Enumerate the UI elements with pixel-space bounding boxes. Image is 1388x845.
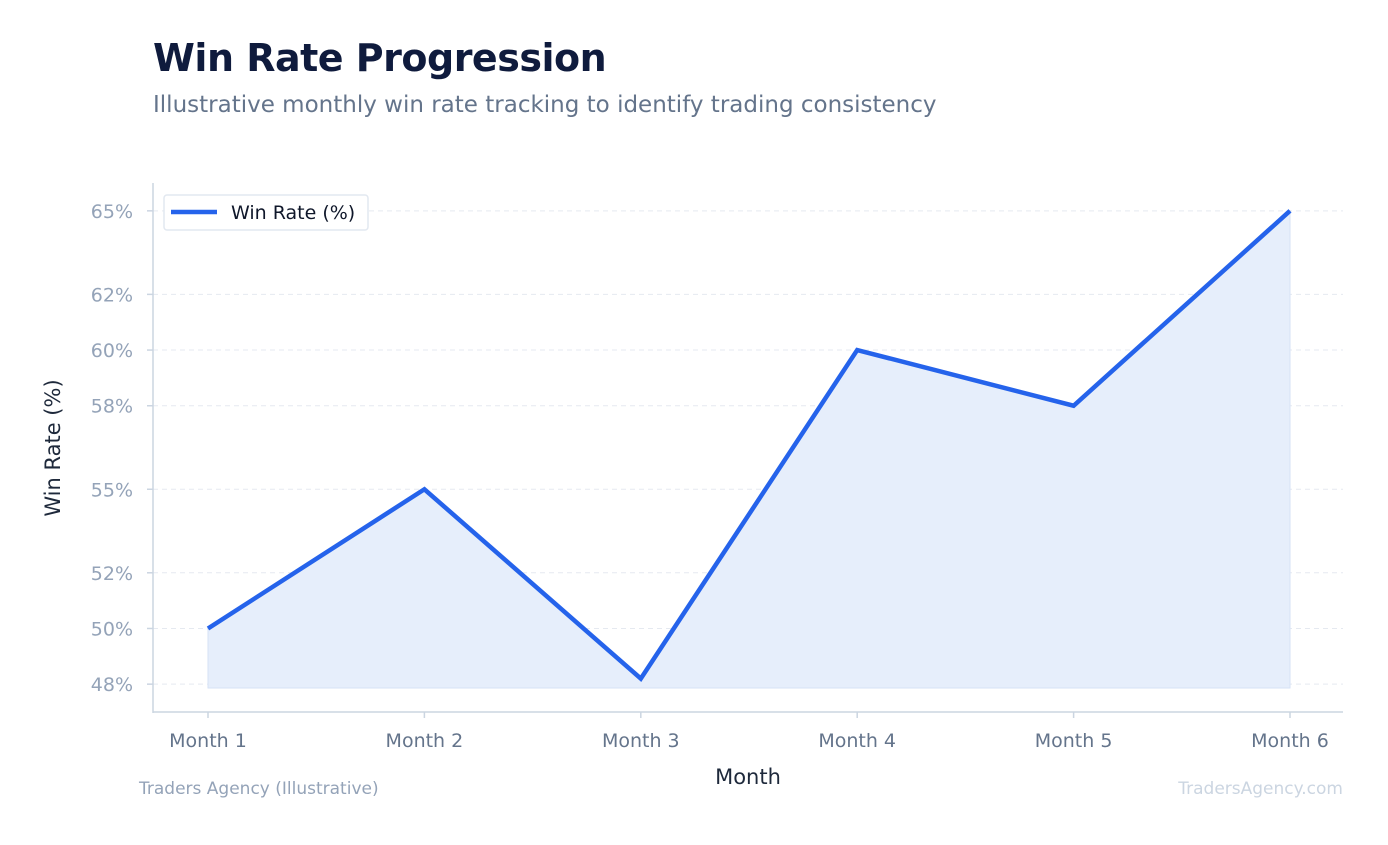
footer-watermark: TradersAgency.com bbox=[1178, 779, 1343, 799]
x-tick-label: Month 5 bbox=[1035, 730, 1113, 752]
footer-source: Traders Agency (Illustrative) bbox=[139, 779, 379, 799]
x-axis-label: Month bbox=[715, 765, 781, 789]
series-area bbox=[207, 209, 1291, 689]
chart-subtitle: Illustrative monthly win rate tracking t… bbox=[153, 92, 937, 118]
y-tick-label: 58% bbox=[91, 396, 133, 418]
x-tick-label: Month 3 bbox=[602, 730, 680, 752]
y-tick-label: 50% bbox=[91, 618, 133, 640]
legend: Win Rate (%) bbox=[163, 194, 369, 231]
y-tick-label: 60% bbox=[91, 340, 133, 362]
y-tick-label: 48% bbox=[91, 674, 133, 696]
y-tick-label: 52% bbox=[91, 563, 133, 585]
legend-box bbox=[163, 194, 369, 231]
x-tick-label: Month 4 bbox=[818, 730, 896, 752]
y-axis-label: Win Rate (%) bbox=[41, 379, 65, 516]
x-tick-label: Month 1 bbox=[169, 730, 247, 752]
chart-title: Win Rate Progression bbox=[153, 36, 607, 80]
x-tick-labels: Month 1 Month 2 Month 3 Month 4 Month 5 Month… bbox=[169, 712, 1329, 752]
y-tick-label: 55% bbox=[91, 479, 133, 501]
legend-label: Win Rate (%) bbox=[231, 202, 355, 224]
x-tick-label: Month 6 bbox=[1251, 730, 1329, 752]
y-tick-label: 62% bbox=[91, 284, 133, 306]
y-tick-label: 65% bbox=[91, 201, 133, 223]
x-tick-label: Month 2 bbox=[386, 730, 464, 752]
series-line bbox=[206, 209, 1292, 682]
y-tick-labels: 48% 50% 52% 55% 58% 60% 62% 65% bbox=[91, 201, 153, 696]
